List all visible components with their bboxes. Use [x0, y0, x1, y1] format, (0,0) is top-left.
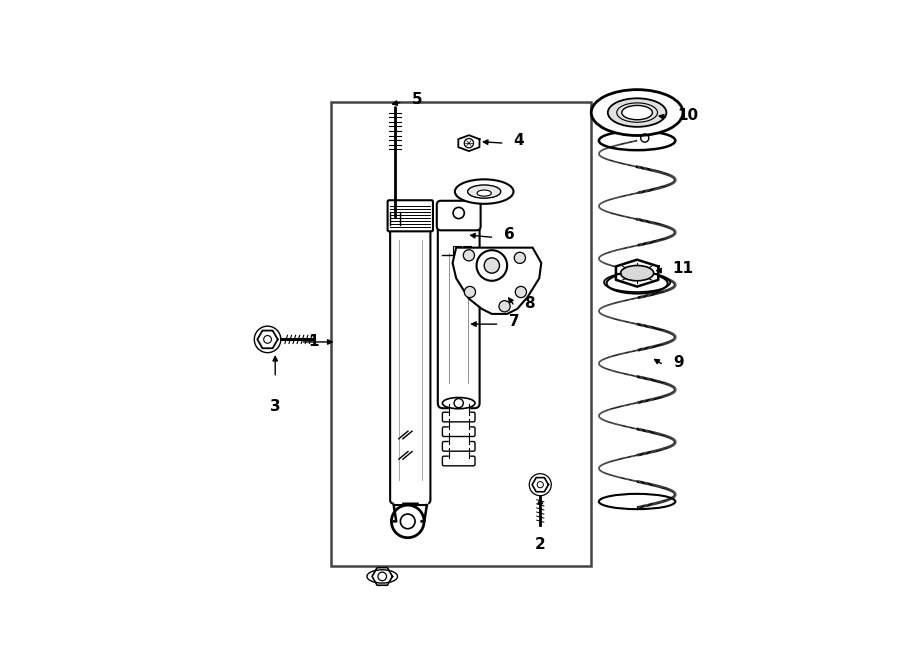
Circle shape	[499, 301, 510, 312]
Polygon shape	[257, 330, 278, 348]
Text: 5: 5	[412, 92, 422, 107]
Text: 2: 2	[535, 537, 545, 551]
Circle shape	[484, 258, 500, 273]
Circle shape	[514, 252, 526, 263]
FancyBboxPatch shape	[443, 442, 475, 451]
FancyBboxPatch shape	[388, 200, 433, 231]
Ellipse shape	[620, 265, 653, 281]
FancyBboxPatch shape	[437, 217, 480, 408]
Ellipse shape	[477, 190, 491, 196]
Circle shape	[516, 287, 526, 298]
Text: 3: 3	[270, 399, 281, 414]
FancyBboxPatch shape	[443, 456, 475, 466]
Polygon shape	[458, 135, 480, 151]
Text: 8: 8	[524, 296, 535, 311]
Ellipse shape	[622, 105, 652, 120]
FancyBboxPatch shape	[390, 226, 430, 504]
Text: 10: 10	[678, 108, 698, 122]
Polygon shape	[372, 567, 392, 585]
Ellipse shape	[608, 98, 666, 127]
Text: 9: 9	[673, 355, 683, 370]
Polygon shape	[532, 477, 548, 492]
Polygon shape	[616, 260, 658, 287]
Circle shape	[464, 287, 475, 298]
Ellipse shape	[443, 397, 475, 408]
Text: 7: 7	[508, 314, 519, 329]
Bar	[331, 103, 591, 566]
FancyBboxPatch shape	[443, 427, 475, 436]
FancyBboxPatch shape	[436, 201, 481, 230]
Text: 1: 1	[309, 334, 319, 350]
Text: 6: 6	[504, 228, 514, 242]
Bar	[453, 246, 461, 256]
Ellipse shape	[607, 273, 668, 293]
Bar	[463, 246, 471, 256]
Circle shape	[464, 250, 474, 261]
Polygon shape	[453, 248, 541, 314]
Text: 4: 4	[514, 133, 525, 148]
Text: 11: 11	[673, 261, 694, 275]
Ellipse shape	[454, 179, 514, 204]
Ellipse shape	[468, 185, 500, 198]
Ellipse shape	[591, 89, 683, 136]
FancyBboxPatch shape	[443, 412, 475, 422]
